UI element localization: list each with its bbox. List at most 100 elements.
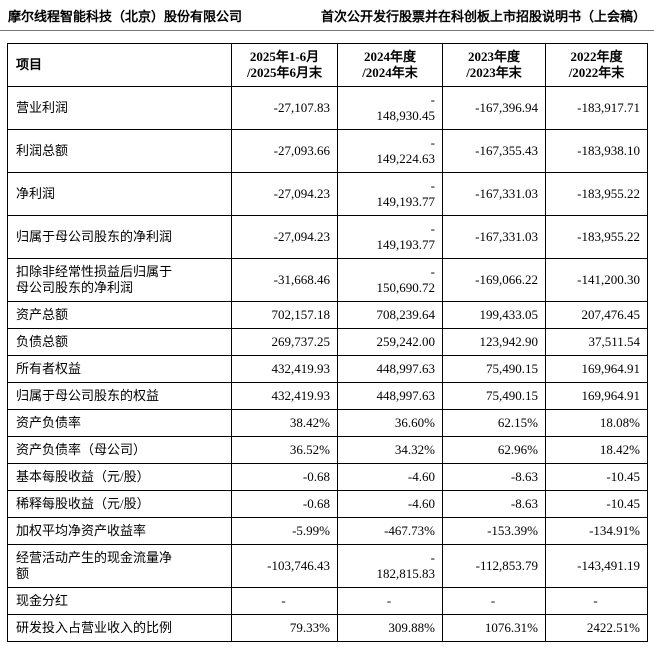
value-cell: -8.63 [442,490,546,518]
item-cell: 基本每股收益（元/股） [7,463,232,491]
value-cell: - 182,815.83 [337,544,443,588]
value-cell: 309.88% [337,614,443,642]
value-cell: - [337,587,443,615]
value-cell: 2422.51% [545,614,648,642]
value-cell: 34.32% [337,436,443,464]
value-cell: -167,396.94 [442,86,546,130]
value-cell: 199,433.05 [442,301,546,329]
table-row: 资产负债率（母公司） 36.52% 34.32% 62.96% 18.42% [7,436,648,464]
value-cell: 18.08% [545,409,648,437]
item-cell: 加权平均净资产收益率 [7,517,232,545]
value-cell: 269,737.25 [231,328,338,356]
value-cell: -0.68 [231,490,338,518]
value-cell: -27,094.23 [231,215,338,259]
value-cell: -183,917.71 [545,86,648,130]
value-cell: - [442,587,546,615]
value-cell: -27,093.66 [231,129,338,173]
value-cell: -0.68 [231,463,338,491]
item-cell: 稀释每股收益（元/股） [7,490,232,518]
value-cell: -112,853.79 [442,544,546,588]
company-name: 摩尔线程智能科技（北京）股份有限公司 [8,9,243,24]
value-cell: 38.42% [231,409,338,437]
value-cell: - 148,930.45 [337,86,443,130]
value-cell: -5.99% [231,517,338,545]
table-row: 营业利润 -27,107.83- 148,930.45 -167,396.94 -18… [7,86,648,130]
item-cell: 资产总额 [7,301,232,329]
table-row: 研发投入占营业收入的比例 79.33% 309.88% 1076.31% 2422.51… [7,614,648,642]
value-cell: 62.96% [442,436,546,464]
column-header-2023: 2023年度 /2023年末 [442,43,546,87]
table-row: 加权平均净资产收益率 -5.99% -467.73% -153.39% -134.91% [7,517,648,545]
value-cell: 207,476.45 [545,301,648,329]
value-cell: -183,938.10 [545,129,648,173]
item-cell: 所有者权益 [7,355,232,383]
value-cell: 36.60% [337,409,443,437]
value-cell: -167,331.03 [442,172,546,216]
value-cell: -103,746.43 [231,544,338,588]
value-cell: -31,668.46 [231,258,338,302]
item-cell: 归属于母公司股东的权益 [7,382,232,410]
value-cell: - 149,224.63 [337,129,443,173]
item-cell: 利润总额 [7,129,232,173]
column-header-2025: 2025年1-6月 /2025年6月末 [231,43,338,87]
value-cell: 702,157.18 [231,301,338,329]
value-cell: -4.60 [337,490,443,518]
value-cell: - 149,193.77 [337,172,443,216]
value-cell: 75,490.15 [442,382,546,410]
table-row: 稀释每股收益（元/股） -0.68 -4.60 -8.63 -10.45 [7,490,648,518]
value-cell: - [231,587,338,615]
table-row: 净利润 -27,094.23- 149,193.77 -167,331.03 -183… [7,172,648,216]
item-cell: 营业利润 [7,86,232,130]
table-row: 现金分红 - - - - [7,587,648,615]
page-header: 摩尔线程智能科技（北京）股份有限公司 首次公开发行股票并在科创板上市招股说明书（… [0,0,654,31]
column-header-2024: 2024年度 /2024年末 [337,43,443,87]
financial-table: 项目 2025年1-6月 /2025年6月末 2024年度 /2024年末 20… [7,43,648,642]
table-row: 经营活动产生的现金流量净 额 -103,746.43- 182,815.83 -11… [7,544,648,588]
value-cell: -153.39% [442,517,546,545]
table-row: 归属于母公司股东的净利润 -27,094.23- 149,193.77 -167,3… [7,215,648,259]
value-cell: -10.45 [545,463,648,491]
value-cell: 62.15% [442,409,546,437]
item-cell: 研发投入占营业收入的比例 [7,614,232,642]
value-cell: 123,942.90 [442,328,546,356]
item-cell: 归属于母公司股东的净利润 [7,215,232,259]
value-cell: - 149,193.77 [337,215,443,259]
table-row: 归属于母公司股东的权益 432,419.93 448,997.63 75,490.15… [7,382,648,410]
value-cell: -167,331.03 [442,215,546,259]
value-cell: -167,355.43 [442,129,546,173]
value-cell: 79.33% [231,614,338,642]
value-cell: 169,964.91 [545,355,648,383]
value-cell: 75,490.15 [442,355,546,383]
item-cell: 经营活动产生的现金流量净 额 [7,544,232,588]
document-title: 首次公开发行股票并在科创板上市招股说明书（上会稿） [320,9,646,24]
value-cell: -27,107.83 [231,86,338,130]
table-row: 扣除非经常性损益后归属于 母公司股东的净利润 -31,668.46- 150,69… [7,258,648,302]
value-cell: 259,242.00 [337,328,443,356]
value-cell: 448,997.63 [337,382,443,410]
value-cell: 18.42% [545,436,648,464]
table-body: 营业利润 -27,107.83- 148,930.45 -167,396.94 -18… [7,86,648,642]
value-cell: 169,964.91 [545,382,648,410]
table-row: 资产负债率 38.42% 36.60% 62.15% 18.08% [7,409,648,437]
value-cell: -183,955.22 [545,172,648,216]
column-header-2022: 2022年度 /2022年末 [545,43,648,87]
table-row: 资产总额 702,157.18 708,239.64 199,433.05 207,47… [7,301,648,329]
value-cell: 36.52% [231,436,338,464]
value-cell: -183,955.22 [545,215,648,259]
value-cell: 708,239.64 [337,301,443,329]
item-cell: 净利润 [7,172,232,216]
value-cell: -143,491.19 [545,544,648,588]
value-cell: 432,419.93 [231,355,338,383]
column-header-item: 项目 [7,43,232,87]
value-cell: - 150,690.72 [337,258,443,302]
value-cell: 448,997.63 [337,355,443,383]
value-cell: -27,094.23 [231,172,338,216]
value-cell: -141,200.30 [545,258,648,302]
value-cell: -4.60 [337,463,443,491]
item-cell: 扣除非经常性损益后归属于 母公司股东的净利润 [7,258,232,302]
item-cell: 资产负债率（母公司） [7,436,232,464]
item-cell: 现金分红 [7,587,232,615]
item-cell: 资产负债率 [7,409,232,437]
value-cell: -467.73% [337,517,443,545]
